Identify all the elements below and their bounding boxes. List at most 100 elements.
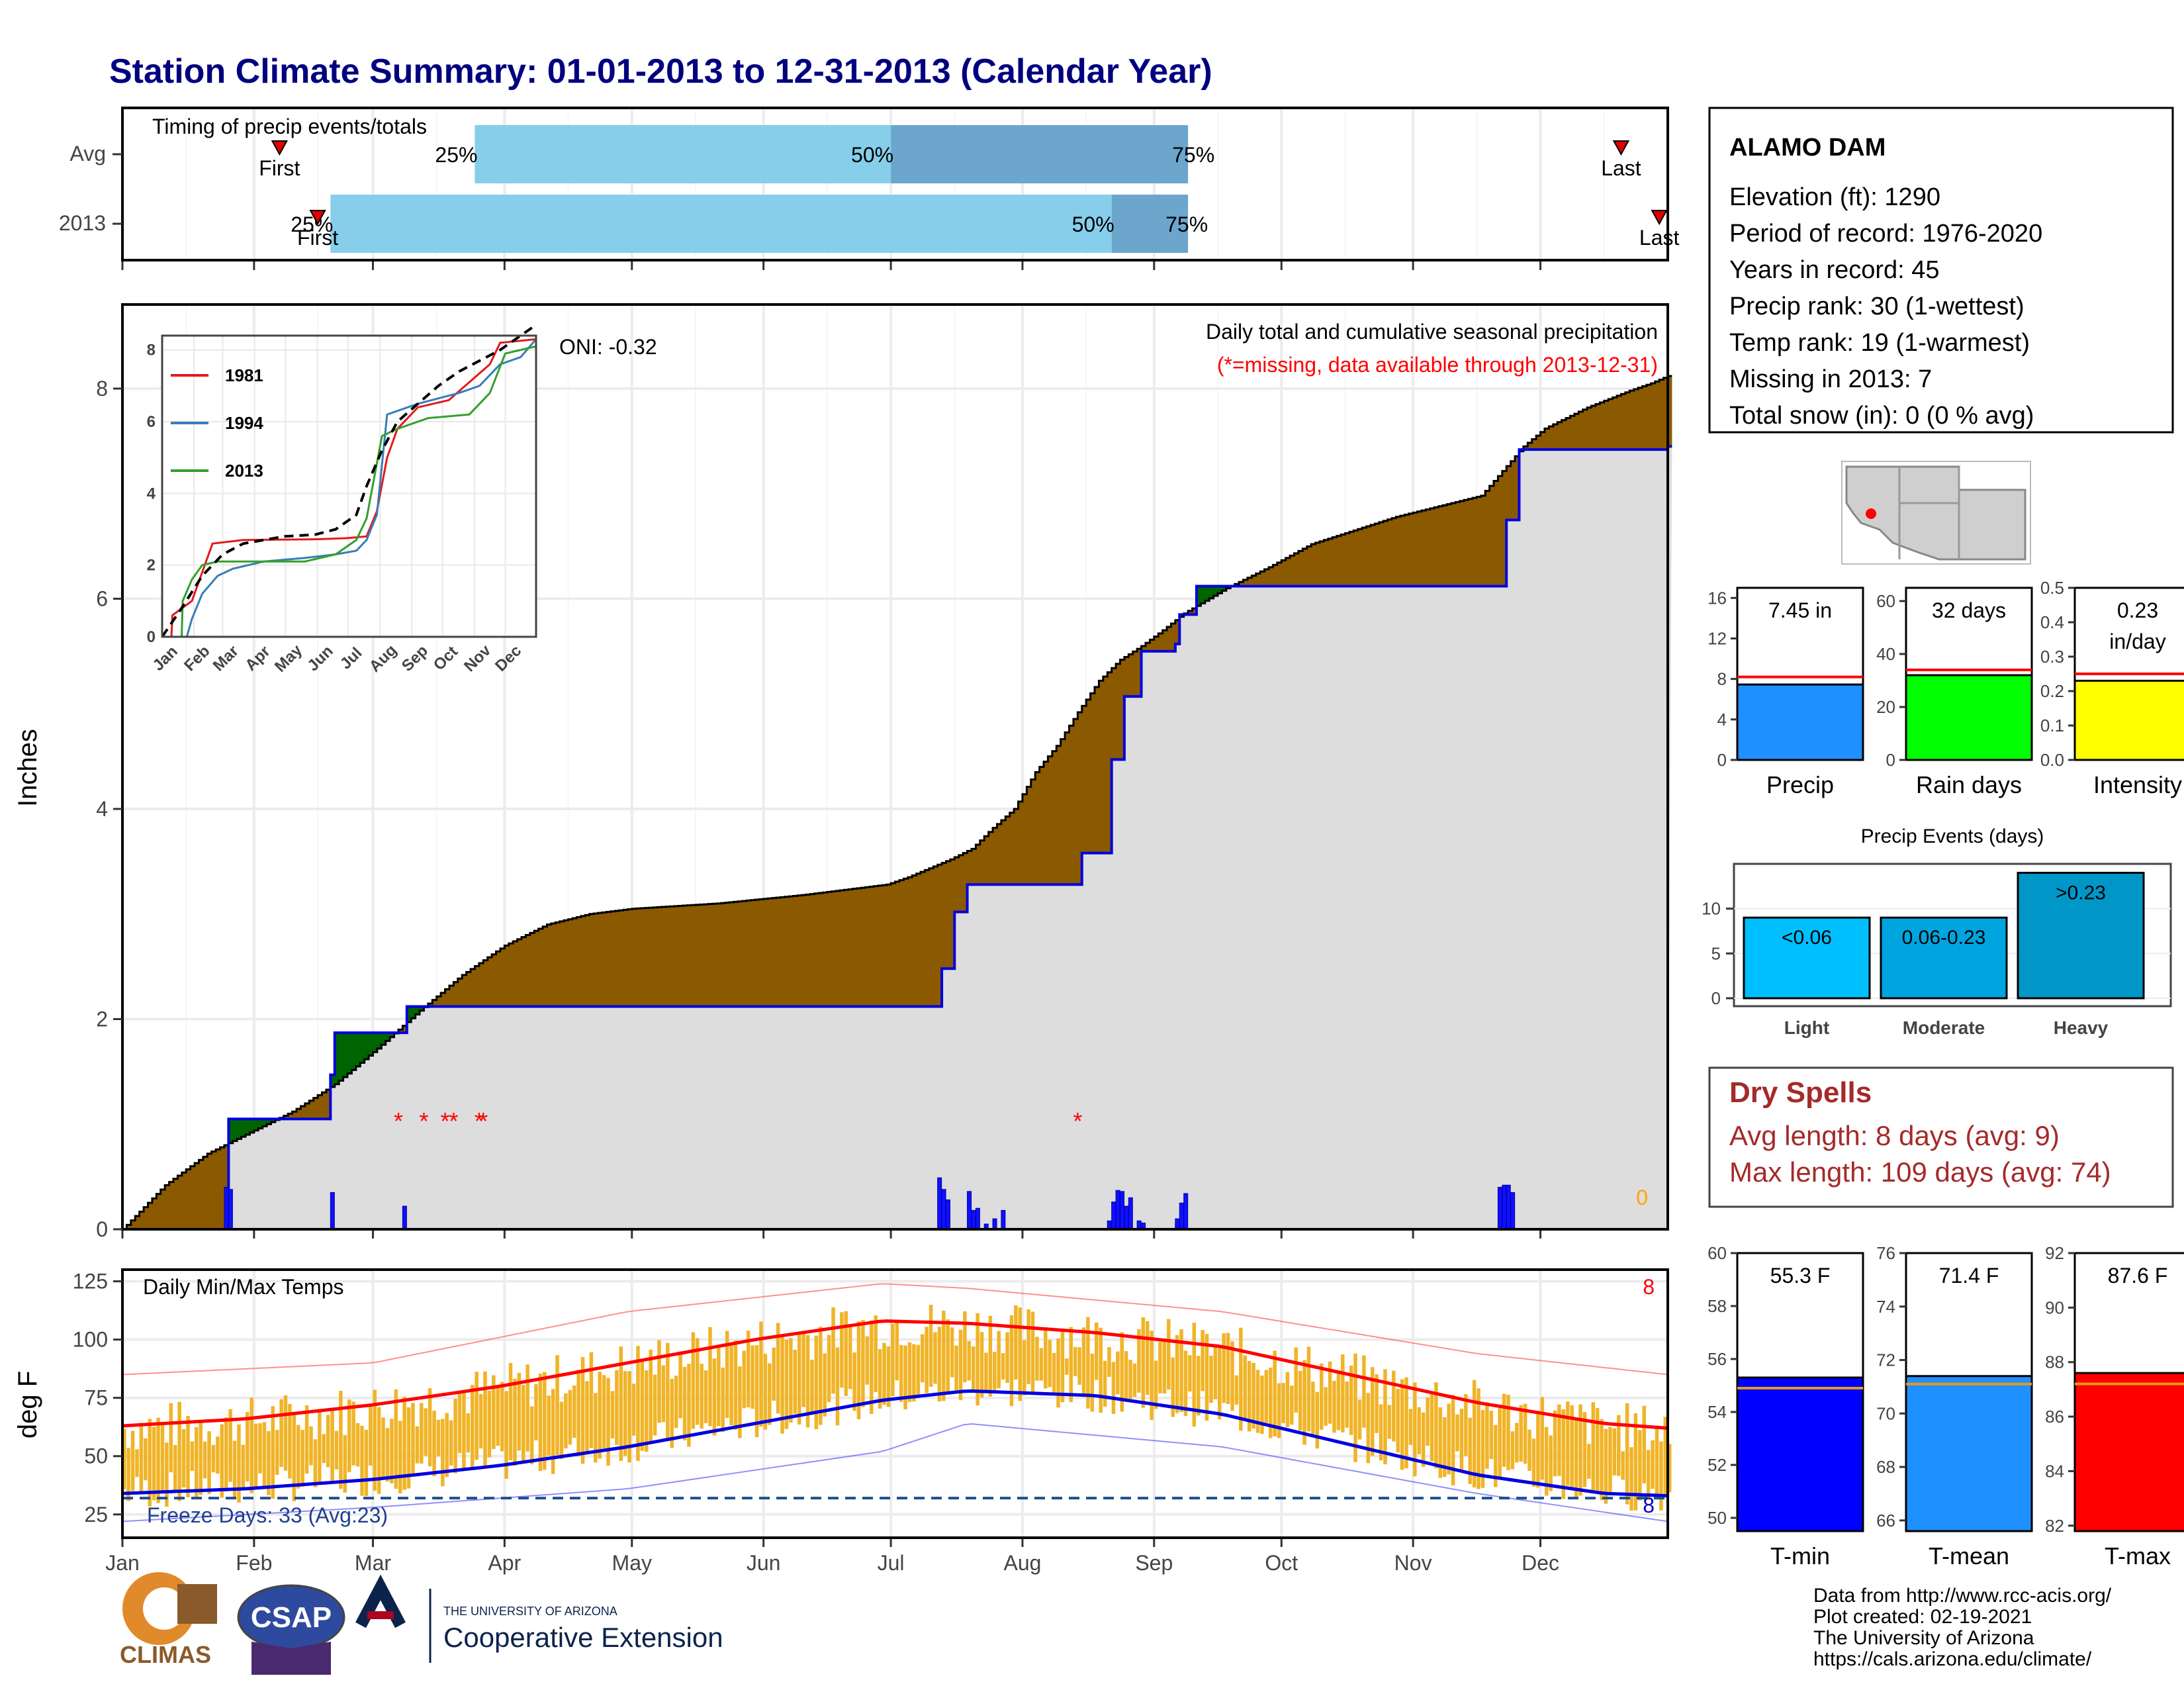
- first-marker: [271, 140, 289, 156]
- mini-value-label: 71.4 F: [1939, 1264, 1999, 1288]
- daily-temp-bar: [1600, 1419, 1604, 1501]
- missing-day-marker: *: [475, 1107, 484, 1135]
- mini-tick-label: 92: [2045, 1243, 2064, 1263]
- daily-temp-bar: [241, 1444, 246, 1491]
- daily-temp-bar: [1188, 1355, 1192, 1392]
- daily-temp-bar: [424, 1408, 428, 1456]
- daily-temp-bar: [211, 1444, 216, 1473]
- daily-temp-bar: [1073, 1346, 1077, 1376]
- daily-temp-bar: [1014, 1305, 1018, 1380]
- daily-temp-bar: [1366, 1393, 1371, 1464]
- inset-y-tick-label: 2: [147, 557, 156, 575]
- mini-tick-label: 84: [2045, 1461, 2064, 1481]
- daily-temp-bar: [135, 1449, 139, 1477]
- inset-y-tick-label: 0: [147, 628, 156, 646]
- daily-temp-bar: [1553, 1410, 1557, 1477]
- daily-precip-bar: [228, 1189, 233, 1230]
- daily-precip-bar: [402, 1205, 407, 1230]
- daily-temp-bar: [432, 1410, 436, 1477]
- daily-temp-bar: [1506, 1395, 1510, 1470]
- daily-temp-bar: [1349, 1365, 1353, 1435]
- temp-frame: [121, 1268, 1669, 1539]
- page-title: Station Climate Summary: 01-01-2013 to 1…: [109, 52, 1212, 91]
- daily-temp-bar: [954, 1345, 958, 1391]
- daily-temp-bar: [568, 1389, 572, 1445]
- daily-temp-bar: [1162, 1338, 1167, 1394]
- mini-tick-label: 12: [1707, 628, 1727, 648]
- daily-temp-bar: [165, 1442, 169, 1507]
- daily-temp-bar: [933, 1332, 937, 1384]
- event-bar-moderate: [1880, 916, 2008, 1000]
- precip-events-title: Precip Events (days): [1861, 825, 2044, 847]
- daily-temp-bar: [1612, 1428, 1617, 1476]
- mini-category-label: Rain days: [1916, 771, 2022, 798]
- daily-temp-bar: [1332, 1380, 1336, 1433]
- station-location-marker: [1866, 508, 1876, 519]
- mini-value-label: 87.6 F: [2108, 1264, 2168, 1288]
- pct-label-75: 75%: [1172, 143, 1214, 167]
- daily-temp-bar: [436, 1419, 441, 1457]
- daily-temp-bar: [1400, 1379, 1404, 1470]
- daily-temp-bar: [224, 1417, 228, 1491]
- daily-temp-bar: [1306, 1346, 1311, 1432]
- daily-temp-bar: [1383, 1369, 1387, 1465]
- daily-temp-bar: [861, 1319, 865, 1407]
- daily-temp-bar: [160, 1423, 165, 1491]
- month-label-jan: Jan: [105, 1551, 140, 1575]
- daily-temp-bar: [1345, 1381, 1349, 1428]
- daily-temp-bar: [462, 1393, 466, 1471]
- daily-temp-bar: [1230, 1341, 1234, 1411]
- daily-temp-bar: [487, 1390, 492, 1458]
- timing-panel: 25% 50% 75% First Last 25% 50% 75% First Last Tim…: [59, 107, 1680, 270]
- daily-precip-bar: [1001, 1209, 1006, 1230]
- daily-temp-bar: [1183, 1350, 1188, 1417]
- daily-temp-bar: [449, 1420, 453, 1466]
- temp-y-tick-label: 125: [73, 1270, 108, 1293]
- station-years: Years in record: 45: [1729, 256, 1940, 284]
- pct-label-50: 50%: [1072, 212, 1115, 236]
- daily-temp-bar: [381, 1417, 385, 1477]
- mini-tick-label: 40: [1876, 644, 1895, 664]
- daily-temp-bar: [1150, 1331, 1154, 1420]
- climas-logo: CLIMAS: [120, 1572, 217, 1668]
- daily-temp-bar: [1222, 1333, 1226, 1403]
- daily-temp-bar: [466, 1413, 471, 1453]
- daily-temp-bar: [1060, 1331, 1065, 1403]
- daily-precip-bar: [1510, 1192, 1516, 1230]
- daily-temp-bar: [1205, 1334, 1209, 1421]
- precip-y-label: Inches: [13, 729, 42, 807]
- daily-temp-bar: [232, 1440, 237, 1498]
- pct-label-25: 25%: [291, 212, 333, 236]
- daily-temp-bar: [203, 1441, 207, 1479]
- daily-temp-bar: [1158, 1342, 1162, 1393]
- daily-temp-bar: [1455, 1414, 1459, 1452]
- daily-temp-bar: [1396, 1389, 1400, 1453]
- daily-temp-bar: [457, 1393, 462, 1454]
- daily-temp-bar: [207, 1431, 211, 1494]
- event-bar-label-light: <0.06: [1782, 927, 1832, 949]
- mini-tick-label: 72: [1876, 1350, 1895, 1370]
- daily-temp-bar: [190, 1441, 195, 1472]
- daily-temp-bar: [504, 1391, 508, 1479]
- daily-temp-bar: [385, 1428, 390, 1482]
- timing-bar-late: [1111, 195, 1189, 253]
- daily-temp-bar: [865, 1336, 870, 1385]
- daily-temp-bar: [823, 1353, 827, 1417]
- daily-temp-bar: [704, 1370, 708, 1423]
- daily-temp-bar: [139, 1423, 144, 1495]
- daily-temp-bar: [250, 1397, 253, 1493]
- precip-frame: [121, 303, 1669, 1231]
- daily-temp-bar: [1527, 1429, 1531, 1472]
- daily-temp-bar: [1120, 1332, 1124, 1412]
- mini-tick-label: 0.5: [2040, 578, 2064, 598]
- daily-temp-bar: [1081, 1327, 1086, 1397]
- daily-precip-bar: [1119, 1191, 1124, 1230]
- daily-temp-bar: [1413, 1382, 1417, 1477]
- mini-tick-label: 0: [1717, 750, 1727, 770]
- daily-temp-bar: [1213, 1345, 1218, 1399]
- daily-temp-bar: [253, 1423, 258, 1487]
- daily-temp-bar: [1421, 1412, 1426, 1467]
- daily-temp-bar: [415, 1426, 420, 1464]
